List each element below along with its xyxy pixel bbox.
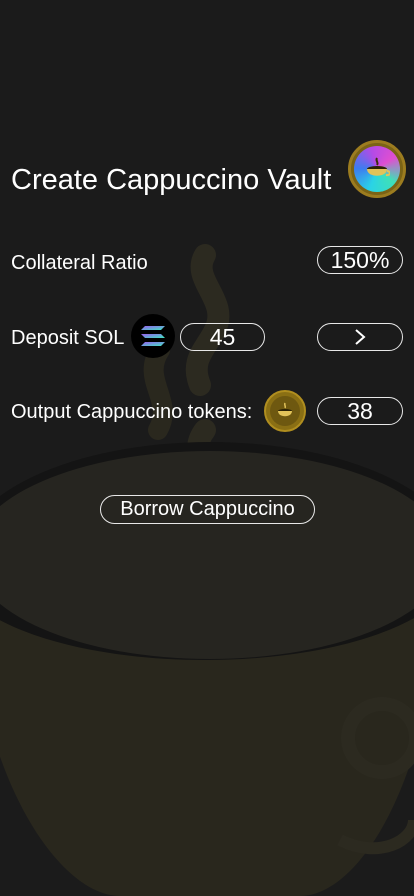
collateral-ratio-label: Collateral Ratio: [11, 252, 148, 274]
deposit-sol-label: Deposit SOL: [11, 327, 125, 349]
deposit-amount-input[interactable]: 45: [180, 323, 265, 351]
collateral-ratio-field[interactable]: 150%: [317, 246, 403, 274]
output-amount-field[interactable]: 38: [317, 397, 403, 425]
solana-icon: [131, 314, 175, 358]
cappuccino-coin-icon: [264, 390, 306, 432]
output-tokens-label: Output Cappuccino tokens:: [11, 401, 253, 423]
deposit-next-button[interactable]: [317, 323, 403, 351]
cappuccino-logo: [348, 140, 406, 198]
page-title: Create Cappuccino Vault: [11, 164, 332, 196]
borrow-cappuccino-button[interactable]: Borrow Cappuccino: [100, 495, 315, 524]
chevron-right-icon: [355, 329, 366, 345]
cappuccino-cup-icon: [367, 157, 390, 177]
